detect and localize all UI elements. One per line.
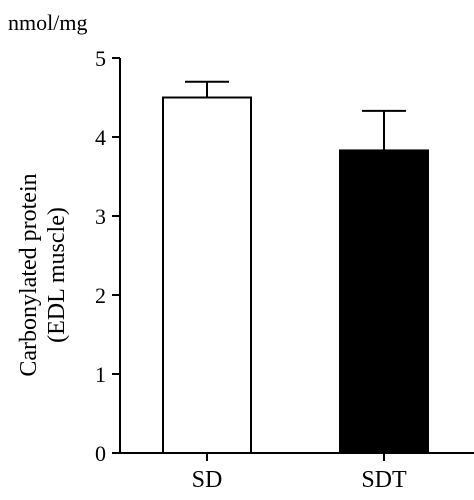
y-tick-label-2: 2 (95, 283, 106, 308)
bar-sd (162, 96, 252, 454)
y-tick-label-3: 3 (95, 204, 106, 229)
y-tick-label-4: 4 (95, 125, 106, 150)
y-axis-title-line1: Carbonylated protein (16, 173, 42, 376)
y-tick-label-1: 1 (95, 362, 106, 387)
y-tick-label-5: 5 (95, 46, 106, 71)
unit-label: nmol/mg (8, 10, 87, 35)
bar-sdt (339, 149, 429, 454)
y-axis-ticks: 0 1 2 3 4 5 (95, 46, 120, 466)
y-tick-label-0: 0 (95, 441, 106, 466)
x-tick-label-sd: SD (192, 467, 223, 493)
y-axis-title: Carbonylated protein (EDL muscle) (16, 173, 70, 376)
y-axis-title-line2: (EDL muscle) (44, 207, 70, 343)
category-labels: SD SDT (192, 453, 407, 493)
x-tick-label-sdt: SDT (361, 467, 407, 493)
bars (162, 80, 429, 454)
